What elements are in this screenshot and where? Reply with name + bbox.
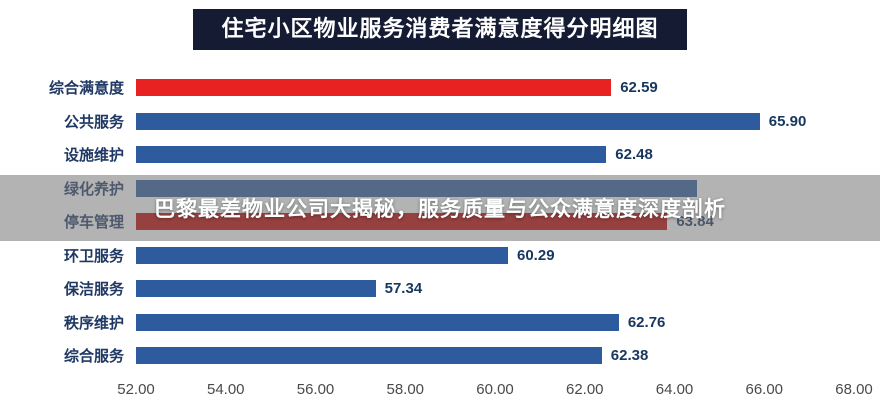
- x-tick-label: 60.00: [476, 380, 514, 398]
- value-label: 62.48: [615, 146, 653, 164]
- bar-row: 综合服务 62.38: [6, 339, 854, 373]
- bar-track: 60.29: [136, 246, 854, 264]
- data-bar: [136, 280, 376, 298]
- bar-row: 环卫服务 60.29: [6, 239, 854, 273]
- x-tick-label: 54.00: [206, 380, 245, 398]
- x-tick-label: 62.00: [565, 380, 604, 398]
- x-tick-label: 56.00: [296, 380, 335, 398]
- data-bar: [136, 347, 602, 365]
- watermark-banner: 巴黎最差物业公司大揭秘，服务质量与公众满意度深度剖析: [0, 175, 880, 241]
- bar-track: 65.90: [136, 112, 854, 130]
- x-tick-label: 52.00: [117, 380, 155, 398]
- x-tick-label: 68.00: [835, 380, 873, 398]
- bar-track: 62.48: [136, 146, 854, 164]
- bar-track: 62.59: [136, 79, 854, 97]
- bar-row: 保洁服务 57.34: [6, 272, 854, 306]
- value-label: 62.59: [620, 79, 658, 97]
- value-label: 60.29: [517, 246, 555, 264]
- category-label: 设施维护: [63, 147, 124, 165]
- value-label: 62.76: [627, 313, 666, 331]
- category-label: 综合满意度: [48, 80, 124, 98]
- category-label: 秩序维护: [63, 314, 124, 332]
- bar-row: 综合满意度 62.59: [6, 71, 854, 105]
- data-bar: [136, 146, 607, 164]
- x-tick-label: 64.00: [655, 380, 694, 398]
- data-bar: [136, 313, 619, 331]
- data-bar: [136, 79, 612, 97]
- category-label: 保洁服务: [63, 281, 124, 299]
- bar-track: 62.76: [136, 313, 854, 331]
- bar-row: 秩序维护 62.76: [6, 306, 854, 340]
- watermark-text: 巴黎最差物业公司大揭秘，服务质量与公众满意度深度剖析: [154, 198, 726, 221]
- category-label: 综合服务: [63, 348, 124, 366]
- category-label: 环卫服务: [63, 247, 124, 265]
- data-bar: [136, 112, 760, 130]
- category-label: 公共服务: [63, 113, 124, 131]
- data-bar: [136, 246, 508, 264]
- x-axis: 52.00 54.00 56.00 58.00 60.00 62.00 64.00 66.00…: [117, 380, 873, 403]
- chart-title: 住宅小区物业服务消费者满意度得分明细图: [193, 9, 687, 50]
- bar-track: 62.38: [136, 347, 854, 365]
- bar-row: 设施维护 62.48: [6, 138, 854, 172]
- chart-title-bar: 住宅小区物业服务消费者满意度得分明细图: [0, 9, 880, 50]
- value-label: 62.38: [610, 347, 649, 365]
- bar-row: 公共服务 65.90: [6, 105, 854, 139]
- x-tick-label: 58.00: [386, 380, 425, 398]
- x-tick-label: 66.00: [745, 380, 784, 398]
- bar-track: 57.34: [136, 280, 854, 298]
- value-label: 65.90: [768, 112, 807, 130]
- value-label: 57.34: [384, 280, 423, 298]
